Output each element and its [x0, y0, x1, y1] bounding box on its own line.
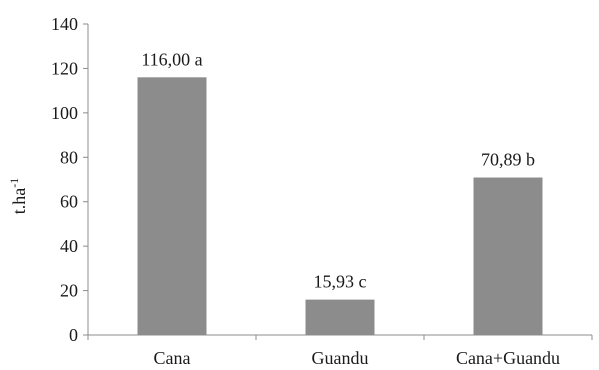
x-tick-label: Guandu — [312, 348, 369, 368]
y-tick-label: 120 — [51, 58, 78, 78]
y-tick-label: 20 — [60, 281, 78, 301]
y-tick-label: 100 — [51, 103, 78, 123]
data-label: 15,93 c — [314, 272, 367, 292]
bars — [137, 77, 543, 336]
y-tick-label: 40 — [60, 236, 78, 256]
axes: 0 20 40 60 80 100 120 140 — [51, 14, 593, 345]
labels: 116,00 a Cana 15,93 c Guandu 70,89 b Cana+Gua… — [141, 49, 560, 368]
y-tick-label: 80 — [60, 147, 78, 167]
data-label: 116,00 a — [141, 49, 202, 69]
y-axis-label: t.ha-1 — [7, 178, 29, 215]
x-tick-label: Cana+Guandu — [456, 348, 560, 368]
bar-cana-guandu — [473, 177, 543, 335]
y-tick-label: 140 — [51, 14, 78, 34]
bar-guandu — [305, 299, 375, 335]
bar-cana — [137, 77, 207, 336]
data-label: 70,89 b — [481, 150, 535, 170]
y-tick-label: 60 — [60, 192, 78, 212]
y-tick-label: 0 — [69, 325, 78, 345]
x-tick-label: Cana — [154, 348, 191, 368]
